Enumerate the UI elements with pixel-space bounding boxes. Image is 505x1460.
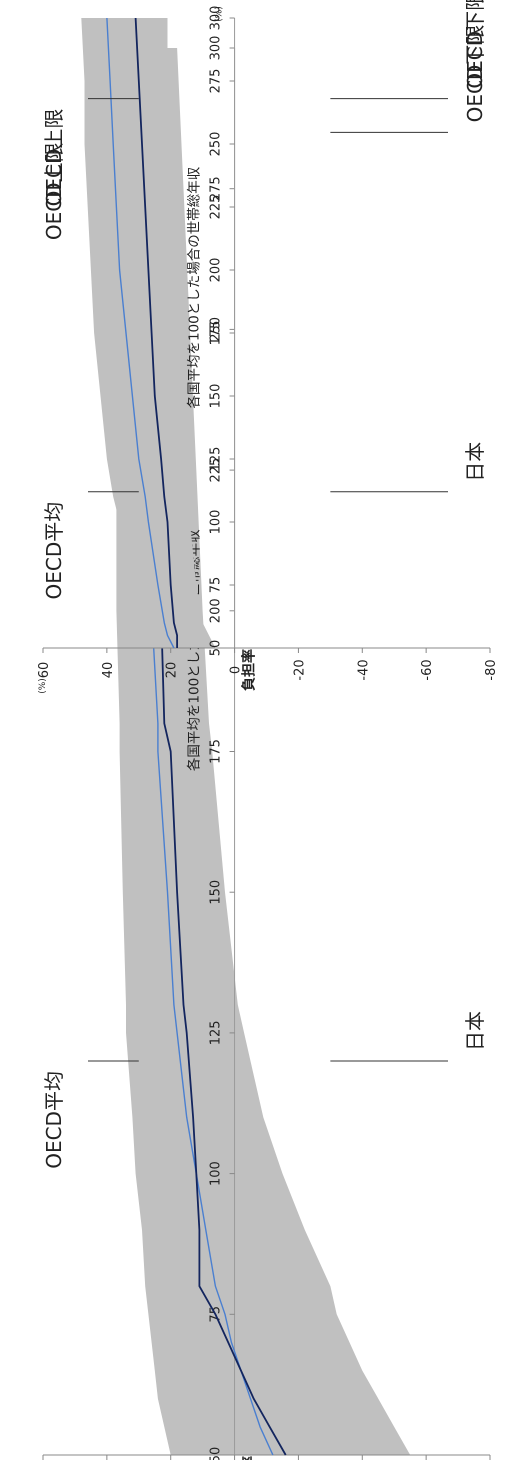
x-tick-label: 300: [209, 36, 224, 61]
annotation-oecd-average: OECD平均: [42, 1071, 66, 1169]
annotation-oecd-upper: OECD上限: [42, 109, 66, 207]
x-tick-label: 50: [209, 1447, 224, 1460]
x-tick-label: 150: [209, 880, 224, 905]
y-unit-label: (%): [38, 678, 48, 694]
y-tick-label: -60: [420, 659, 435, 680]
x-tick-label: 250: [209, 132, 224, 157]
x-tick-label: 175: [209, 739, 224, 764]
chart-right: -80 -60 -40 -20 0 20 40 60 50 75 100 125 150 175 200 22…: [37, 0, 499, 694]
x-axis-title: 各国平均を100とした場合の世帯総年収: [187, 166, 203, 408]
y-axis-title: 負担率: [241, 1456, 258, 1460]
series-line-avg: [106, 17, 175, 649]
x-tick-label: 300: [209, 6, 224, 31]
x-tick-label: 250: [209, 317, 224, 342]
y-tick-label: -20: [292, 659, 307, 680]
annotation-japan: 日本: [463, 1011, 487, 1051]
x-tick-label: 200: [209, 258, 224, 283]
x-tick-label: 275: [209, 176, 224, 201]
x-tick-label: 50: [209, 640, 224, 657]
annotation-oecd-average: OECD平均: [42, 502, 66, 600]
y-tick-label: 20: [165, 662, 180, 679]
x-tick-label: 150: [209, 384, 224, 409]
y-tick-label: -40: [356, 659, 371, 680]
chart-left: -80-60-40-200204060507510012515017520022…: [42, 6, 491, 1460]
x-tick-label: 125: [209, 1020, 224, 1045]
y-tick-label: -80: [484, 659, 499, 680]
x-tick-label: 125: [209, 447, 224, 472]
annotation-oecd-lower: OECD下限: [463, 0, 487, 89]
x-tick-label: 75: [209, 577, 224, 594]
x-tick-label: 100: [209, 510, 224, 535]
x-unit-label: (%): [215, 6, 225, 22]
annotation-oecd-upper: OECD上限: [42, 142, 66, 240]
x-tick-label: 275: [209, 69, 224, 94]
x-tick-label: 100: [209, 1161, 224, 1186]
series-line-japan: [134, 17, 179, 648]
x-tick-label: 200: [209, 598, 224, 623]
annotation-japan: 日本: [463, 442, 487, 482]
y-tick-label: 60: [37, 662, 52, 679]
x-tick-label: 225: [209, 458, 224, 483]
y-tick-label: 40: [101, 662, 116, 679]
x-tick-label: 175: [209, 321, 224, 346]
annotation-oecd-lower: OECD下限: [463, 25, 487, 123]
y-axis-title: 負担率: [241, 649, 258, 691]
x-tick-label: 225: [209, 195, 224, 220]
y-tick-label: 0: [229, 666, 244, 674]
